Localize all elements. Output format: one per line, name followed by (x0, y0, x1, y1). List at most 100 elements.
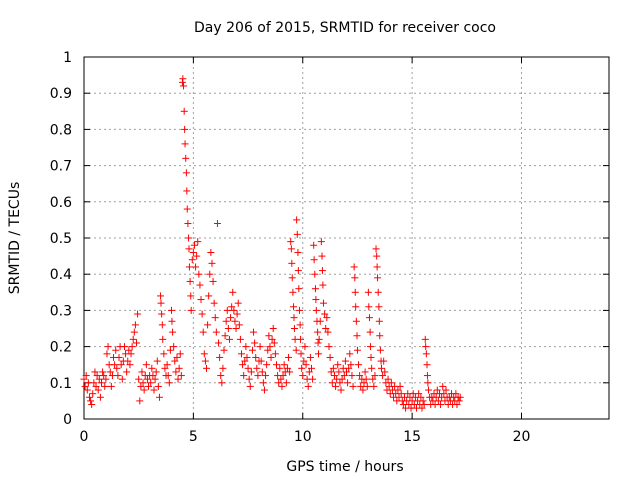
data-point (250, 328, 258, 336)
data-point (107, 382, 115, 390)
x-tick-label: 20 (513, 429, 531, 445)
data-point (82, 372, 90, 380)
data-point (347, 361, 355, 369)
data-point (299, 372, 307, 380)
data-point (92, 382, 100, 390)
data-point (286, 368, 294, 376)
data-point (245, 375, 253, 383)
data-point (320, 299, 328, 307)
data-point (293, 230, 301, 238)
data-point (280, 361, 288, 369)
data-point (139, 379, 147, 387)
data-point (329, 364, 337, 372)
x-axis-label: GPS time / hours (286, 459, 403, 475)
data-point (344, 379, 352, 387)
data-point (111, 361, 119, 369)
grid-lines (84, 57, 609, 419)
data-point (306, 353, 314, 361)
data-point (129, 335, 137, 343)
data-point (85, 393, 93, 401)
data-point (179, 75, 187, 83)
data-point (157, 299, 165, 307)
data-point (221, 332, 229, 340)
data-point (81, 382, 89, 390)
data-point (136, 397, 144, 405)
data-point (200, 350, 208, 358)
data-point (211, 314, 219, 322)
data-point (185, 234, 193, 242)
data-point (89, 390, 97, 398)
data-point (334, 361, 342, 369)
axis-ticks (83, 56, 609, 420)
data-point (168, 317, 176, 325)
data-point (155, 393, 163, 401)
data-point (224, 325, 232, 332)
data-point (131, 321, 139, 329)
data-point (328, 379, 336, 387)
data-point (379, 372, 387, 380)
data-point (240, 372, 248, 380)
data-point (355, 361, 363, 369)
data-point (345, 364, 353, 372)
data-point (125, 346, 133, 354)
data-point (158, 310, 166, 318)
data-point (152, 368, 160, 376)
data-point (120, 343, 128, 351)
data-point (368, 364, 376, 372)
data-point (322, 325, 330, 332)
data-point (118, 375, 126, 383)
data-point (316, 317, 324, 325)
data-point (318, 267, 326, 275)
data-point (169, 328, 177, 336)
data-point (199, 328, 207, 336)
data-point (312, 306, 320, 314)
data-point (123, 368, 131, 376)
data-point (422, 343, 430, 351)
data-point (357, 382, 365, 390)
data-point (423, 361, 431, 369)
data-point (267, 353, 275, 361)
data-point (287, 238, 295, 246)
data-point (104, 343, 112, 351)
data-point (297, 335, 305, 343)
data-point (254, 372, 262, 380)
data-point (308, 364, 315, 372)
data-point (301, 343, 309, 351)
data-point (94, 386, 102, 394)
data-point (265, 332, 273, 340)
data-point (346, 350, 354, 358)
data-point (296, 321, 304, 329)
data-point (175, 364, 183, 372)
data-point (315, 335, 323, 343)
data-point (158, 321, 166, 329)
data-point (294, 248, 302, 256)
data-point (181, 140, 189, 148)
data-point (173, 353, 181, 361)
y-tick-label: 0.6 (50, 195, 72, 211)
data-point (282, 379, 290, 387)
data-point (231, 317, 239, 325)
data-point (456, 393, 464, 401)
data-point (150, 386, 158, 394)
data-point (212, 328, 220, 336)
data-point (442, 386, 450, 394)
data-point (455, 397, 463, 405)
data-point (194, 238, 202, 246)
data-point (336, 379, 344, 387)
data-point (166, 346, 174, 354)
data-point (147, 379, 155, 387)
data-point (88, 401, 96, 409)
data-point (372, 245, 380, 253)
data-point (349, 382, 357, 390)
data-point (115, 353, 123, 361)
data-point (425, 386, 433, 394)
data-point (87, 397, 95, 405)
x-tick-label: 15 (403, 429, 421, 445)
data-point (143, 375, 151, 383)
data-point (112, 346, 120, 354)
data-point (290, 303, 298, 311)
data-point (227, 314, 235, 322)
data-point (256, 343, 264, 351)
data-point (422, 350, 430, 358)
